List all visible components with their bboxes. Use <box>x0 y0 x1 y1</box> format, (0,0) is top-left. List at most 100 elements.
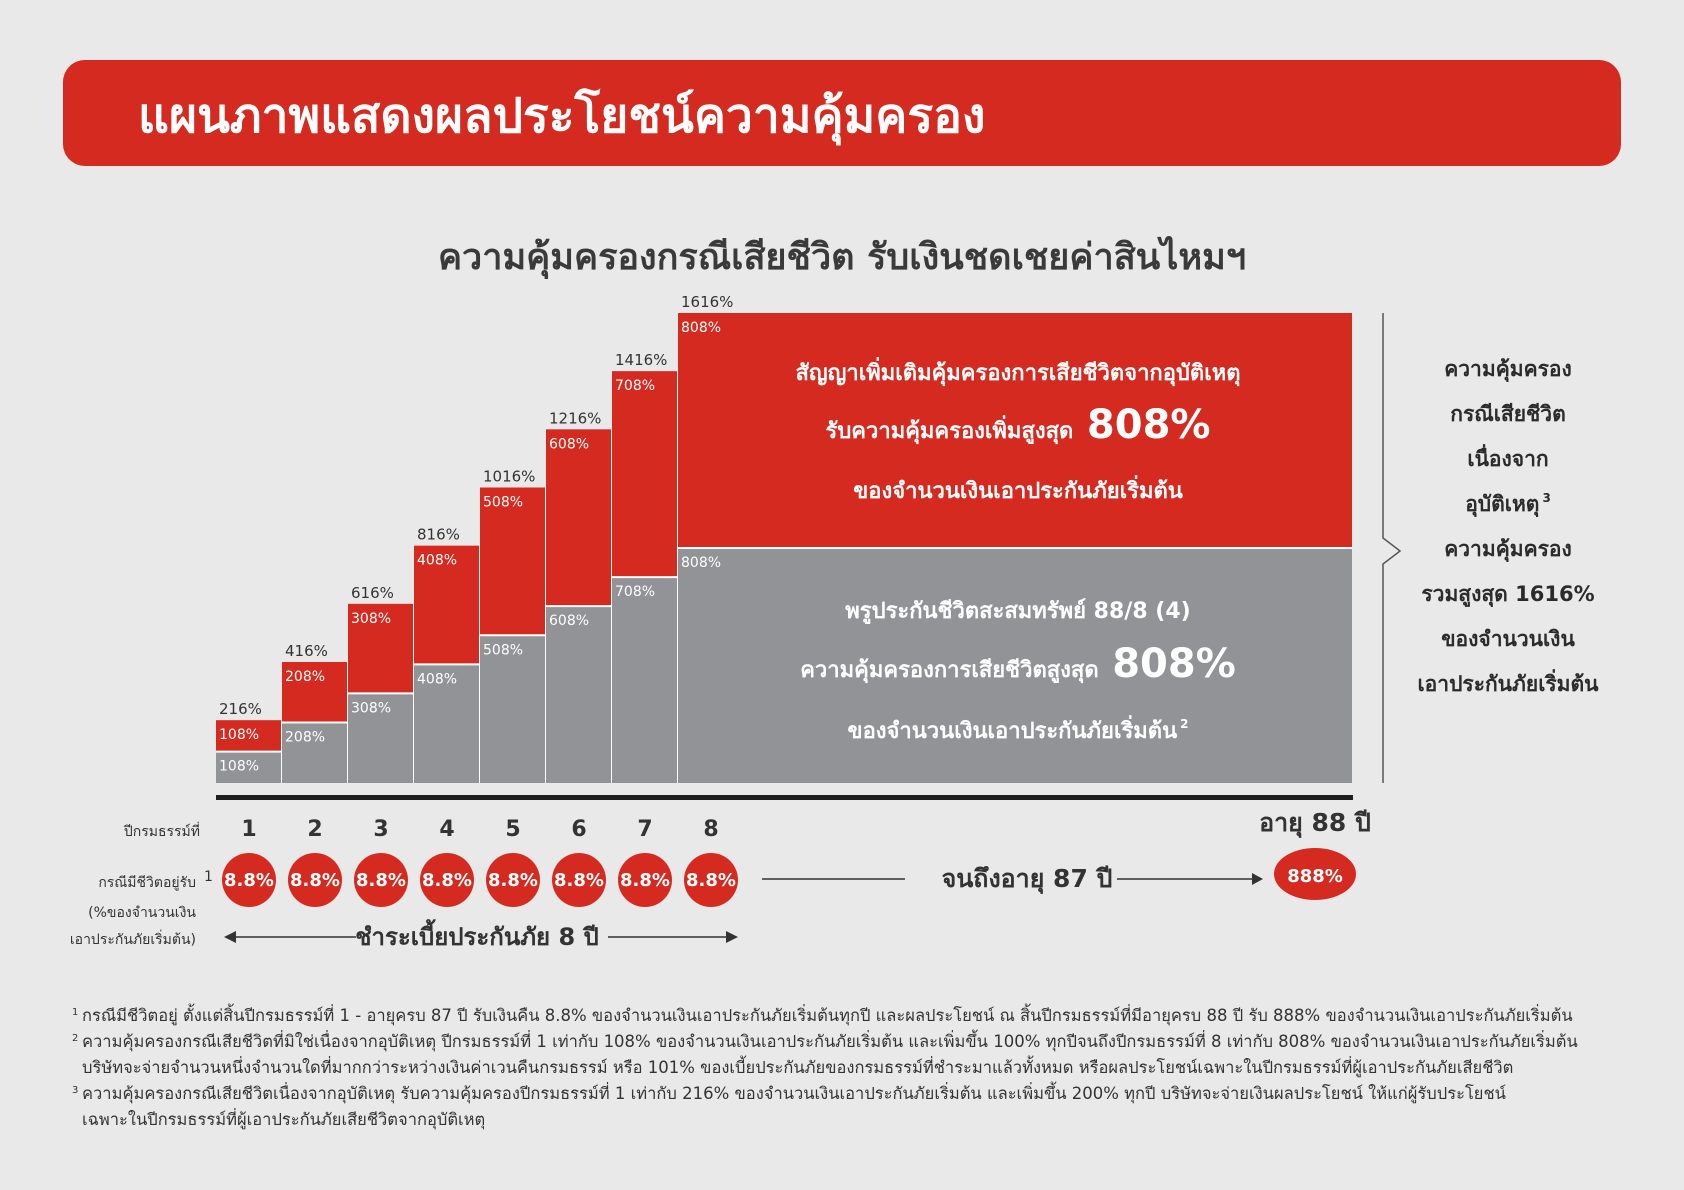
bar-red-label-8: 808% <box>681 320 721 336</box>
gray-block-line2: ความคุ้มครองการเสียชีวิตสูงสุด 808% <box>800 641 1236 687</box>
return-value-8: 8.8% <box>686 870 736 891</box>
benefit-chart: 108% 108% 216% 208% 208% 416% 308% 308% 616% 408%… <box>70 293 1600 951</box>
bar-red-label-6: 608% <box>549 436 589 452</box>
bar-red-label-3: 308% <box>351 611 391 627</box>
bar-red-1 <box>216 720 282 752</box>
bar-red-2 <box>282 662 348 723</box>
bars-group: 108% 108% 216% 208% 208% 416% 308% 308% 616% 408%… <box>216 293 1352 783</box>
bar-total-label-4: 816% <box>417 526 460 544</box>
footnotes: 1 กรณีมีชีวิตอยู่ ตั้งแต่สิ้นปีกรมธรรม์ที… <box>72 1003 1632 1133</box>
alive-label-sup: 1 <box>204 869 213 885</box>
policy-year-2: 2 <box>307 817 322 842</box>
return-value-5: 8.8% <box>488 870 538 891</box>
side-text-6: รวมสูงสุด 1616% <box>1421 582 1594 608</box>
bar-gray-label-1: 108% <box>219 759 259 775</box>
until-arrow-head <box>1252 873 1263 885</box>
side-text-4: อุบัติเหตุ 3 <box>1465 491 1551 518</box>
final-return-badge <box>1274 848 1356 900</box>
return-badge-3 <box>354 853 408 907</box>
policy-year-3: 3 <box>373 817 388 842</box>
footnote-2: 2 ความคุ้มครองกรณีเสียชีวิตที่มิใช่เนื่อง… <box>72 1029 1632 1055</box>
bar-gray-label-5: 508% <box>483 642 523 658</box>
return-badge-6 <box>552 853 606 907</box>
bar-red-3 <box>348 603 414 694</box>
side-text-2: กรณีเสียชีวิต <box>1450 402 1565 426</box>
red-block-line2: รับความคุ้มครองเพิ่มสูงสุด 808% <box>826 402 1211 448</box>
policy-year-label: ปีกรมธรรม์ที่ <box>123 822 200 840</box>
return-value-2: 8.8% <box>290 870 340 891</box>
side-text-8: เอาประกันภัยเริ่มต้น <box>1418 668 1600 696</box>
footnote-3-cont-text: เฉพาะในปีกรมธรรม์ที่ผู้เอาประกันภัยเสียช… <box>82 1110 486 1129</box>
bar-red-7 <box>612 371 678 578</box>
gray-block-line2-prefix: ความคุ้มครองการเสียชีวิตสูงสุด <box>800 658 1098 684</box>
bar-gray-8 <box>678 548 1352 783</box>
side-text-7: ของจำนวนเงิน <box>1441 627 1575 651</box>
policy-year-6: 6 <box>571 817 586 842</box>
bar-gray-label-2: 208% <box>285 730 325 746</box>
bar-red-4 <box>414 545 480 665</box>
return-value-1: 8.8% <box>224 870 274 891</box>
footnote-3: 3 ความคุ้มครองกรณีเสียชีวิตเนื่องจากอุบัต… <box>72 1081 1632 1107</box>
bar-red-label-2: 208% <box>285 669 325 685</box>
red-block-line2-value: 808% <box>1087 402 1211 448</box>
policy-year-1: 1 <box>241 817 256 842</box>
policy-year-7: 7 <box>637 817 652 842</box>
footnote-3-cont: เฉพาะในปีกรมธรรม์ที่ผู้เอาประกันภัยเสียช… <box>72 1107 1632 1133</box>
bar-gray-5 <box>480 635 546 783</box>
bar-gray-3 <box>348 693 414 783</box>
bar-total-label-5: 1016% <box>483 468 535 486</box>
bar-gray-label-3: 308% <box>351 700 391 716</box>
footnote-2-text: ความคุ้มครองกรณีเสียชีวิตที่มิใช่เนื่องจ… <box>82 1032 1578 1051</box>
return-badge-2 <box>288 853 342 907</box>
side-text-3: เนื่องจาก <box>1467 443 1548 471</box>
pay-arrow-head-left <box>224 931 236 943</box>
bar-total-label-3: 616% <box>351 584 394 602</box>
pay-arrow-head-right <box>726 931 738 943</box>
bar-gray-6 <box>546 606 612 783</box>
policy-year-4: 4 <box>439 817 454 842</box>
footnote-3-text: ความคุ้มครองกรณีเสียชีวิตเนื่องจากอุบัติ… <box>82 1084 1506 1103</box>
footnote-2-cont: บริษัทจะจ่ายจำนวนหนึ่งจำนวนใดที่มากกว่าร… <box>72 1055 1632 1081</box>
pay-years-text: ชำระเบี้ยประกันภัย 8 ปี <box>355 918 599 951</box>
chart-subtitle: ความคุ้มครองกรณีเสียชีวิต รับเงินชดเชยค่… <box>437 237 1247 278</box>
side-bracket <box>1382 313 1402 783</box>
return-badge-5 <box>486 853 540 907</box>
baseline <box>216 795 1353 800</box>
until-age-text: จนถึงอายุ 87 ปี <box>942 864 1113 895</box>
return-value-7: 8.8% <box>620 870 670 891</box>
pct-label-1: (%ของจำนวนเงิน <box>88 905 196 921</box>
bar-red-5 <box>480 487 546 636</box>
return-badge-7 <box>618 853 672 907</box>
bar-total-label-8: 1616% <box>681 293 733 311</box>
bar-gray-7 <box>612 577 678 783</box>
side-text-5: ความคุ้มครอง <box>1444 537 1572 563</box>
return-badge-8 <box>684 853 738 907</box>
red-block-line1: สัญญาเพิ่มเติมคุ้มครองการเสียชีวิตจากอุบ… <box>795 356 1240 387</box>
return-badge-1 <box>222 853 276 907</box>
footnote-1-text: กรณีมีชีวิตอยู่ ตั้งแต่สิ้นปีกรมธรรม์ที่… <box>82 1006 1573 1025</box>
footnote-1-num: 1 <box>72 1007 79 1018</box>
return-badge-4 <box>420 853 474 907</box>
gray-block-line2-value: 808% <box>1112 641 1236 687</box>
return-value-6: 8.8% <box>554 870 604 891</box>
gray-block-line3: ของจำนวนเงินเอาประกันภัยเริ่มต้น 2 <box>848 714 1189 744</box>
bar-red-6 <box>546 429 612 607</box>
bar-red-label-1: 108% <box>219 727 259 743</box>
return-value-4: 8.8% <box>422 870 472 891</box>
footnote-3-num: 3 <box>72 1085 79 1096</box>
bar-gray-2 <box>282 722 348 783</box>
return-value-3: 8.8% <box>356 870 406 891</box>
bar-red-label-7: 708% <box>615 378 655 394</box>
final-return-value: 888% <box>1287 866 1343 887</box>
bar-gray-1 <box>216 751 282 783</box>
side-text-4-main: อุบัติเหตุ <box>1465 492 1539 518</box>
gray-block-line1: พรูประกันชีวิตสะสมทรัพย์ 88/8 (4) <box>845 598 1190 625</box>
bar-red-label-4: 408% <box>417 553 457 569</box>
page-title: แผนภาพแสดงผลประโยชน์ความคุ้มครอง <box>138 88 986 144</box>
red-block-line2-prefix: รับความคุ้มครองเพิ่มสูงสุด <box>826 414 1074 445</box>
footnote-2-num: 2 <box>72 1033 79 1044</box>
red-block-line3: ของจำนวนเงินเอาประกันภัยเริ่มต้น <box>853 474 1183 504</box>
header-banner: แผนภาพแสดงผลประโยชน์ความคุ้มครอง <box>63 60 1621 166</box>
bar-gray-label-6: 608% <box>549 613 589 629</box>
bar-gray-label-7: 708% <box>615 584 655 600</box>
